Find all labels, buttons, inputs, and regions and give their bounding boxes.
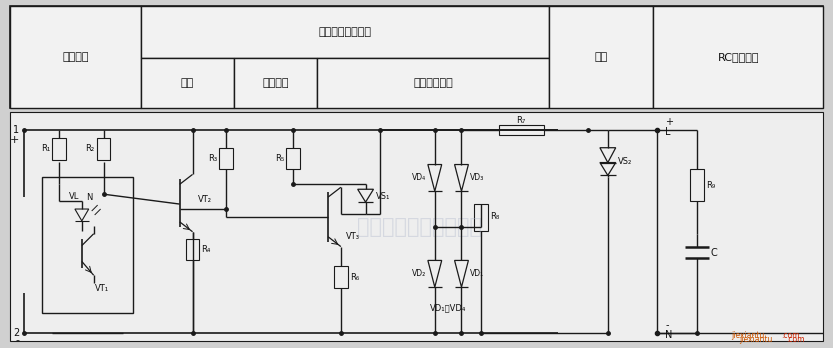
Bar [474,204,488,231]
Text: R₃: R₃ [208,154,217,163]
Text: R₄: R₄ [202,245,211,254]
Text: VT₂: VT₂ [197,195,212,204]
Bar [141,6,550,58]
Bar [97,138,111,160]
Text: .com: .com [781,331,800,340]
Text: 1: 1 [13,125,19,135]
Text: VS₂: VS₂ [618,157,632,166]
Text: C: C [711,247,717,258]
Text: VD₂: VD₂ [412,269,426,278]
Bar [10,6,823,108]
Text: 2: 2 [13,327,19,338]
Text: jiexiantu: jiexiantu [740,335,773,344]
Text: .com: .com [786,335,805,344]
Bar [10,112,823,340]
Text: +: + [10,135,19,145]
Text: R₁: R₁ [41,144,50,153]
Bar [219,148,233,169]
Text: 杭州谙睐科技有限公司: 杭州谙睐科技有限公司 [357,217,482,237]
Text: RC吸收网络: RC吸收网络 [717,52,759,62]
Text: +: + [666,117,673,127]
Text: 过零检测: 过零检测 [262,78,289,88]
Text: VS₁: VS₁ [376,192,390,201]
Text: R₆: R₆ [350,273,359,282]
Text: VD₄: VD₄ [412,173,426,182]
Bar [186,239,199,260]
Text: R₇: R₇ [516,116,526,125]
Bar [550,6,653,108]
Text: VD₃: VD₃ [471,173,485,182]
Bar [141,58,234,108]
Text: 光电耦合: 光电耦合 [62,52,88,62]
Text: R₂: R₂ [86,144,95,153]
Text: 输出: 输出 [595,52,608,62]
Bar [234,58,317,108]
Bar [10,6,141,108]
Text: -: - [16,335,19,346]
Text: N: N [87,193,93,201]
Text: 触发信号产生: 触发信号产生 [413,78,453,88]
Text: R₉: R₉ [706,181,715,190]
Bar [52,138,66,160]
Text: R₅: R₅ [275,154,285,163]
Bar [334,266,348,288]
Text: jiexiantu: jiexiantu [731,331,765,340]
Bar [690,169,704,201]
Bar [317,58,550,108]
Text: VD₁～VD₄: VD₁～VD₄ [430,303,466,313]
Text: N: N [666,330,672,340]
Bar [42,177,133,313]
Bar [499,125,544,135]
Text: VT₃: VT₃ [346,232,360,241]
Bar [653,6,823,108]
Text: VT₁: VT₁ [94,284,108,293]
Text: VL: VL [69,192,79,201]
Text: VD₁: VD₁ [471,269,485,278]
Text: L: L [666,127,671,137]
Text: -: - [666,320,669,330]
Bar [287,148,301,169]
Text: 放大: 放大 [181,78,194,88]
Text: R₈: R₈ [490,212,500,221]
Text: 触发信号产生电路: 触发信号产生电路 [319,27,372,37]
